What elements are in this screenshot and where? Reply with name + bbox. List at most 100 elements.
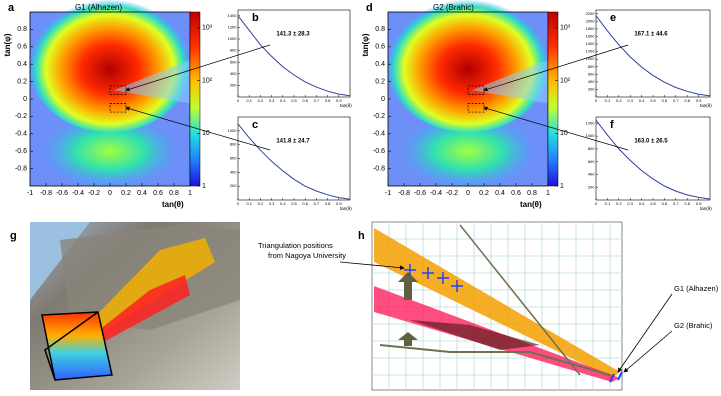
- x-tick-label: 0.7: [314, 98, 320, 103]
- annotation: G1 (Alhazen): [674, 284, 719, 293]
- colorbar-label: 10²: [202, 77, 213, 84]
- x-tick-label: 0.8: [325, 98, 331, 103]
- y-tick-label: 1800: [586, 26, 596, 31]
- x-tick-label: 0: [595, 98, 598, 103]
- annotation: Triangulation positions: [258, 241, 333, 250]
- fit-value: 167.1 ± 44.6: [634, 32, 668, 38]
- x-tick-label: -0.6: [414, 190, 426, 197]
- shadow-wedge: [114, 59, 190, 104]
- x-tick-label: 0.3: [269, 98, 275, 103]
- y-tick-label: 0.6: [375, 44, 385, 51]
- x-tick-label: 0.9: [696, 98, 702, 103]
- y-tick-label: 0.2: [375, 78, 385, 85]
- colorbar-label: 10²: [560, 77, 571, 84]
- x-tick-label: 0.6: [302, 98, 308, 103]
- panel-title: G2 (Brahic): [433, 3, 474, 12]
- x-tick-label: -0.6: [56, 190, 68, 197]
- x-tick-label: 0.6: [302, 201, 308, 206]
- y-axis-label: tan(φ): [3, 33, 12, 56]
- y-tick-label: 800: [588, 146, 595, 151]
- selection-box: [467, 102, 485, 113]
- x-tick-label: 0.8: [527, 190, 537, 197]
- x-tick-label: 0.7: [673, 98, 679, 103]
- x-tick-label: 0.5: [650, 201, 656, 206]
- x-tick-label: 0.7: [673, 201, 679, 206]
- panel-label: b: [252, 12, 259, 24]
- x-tick-label: 0.2: [258, 98, 264, 103]
- colorbar-label: 10³: [202, 25, 213, 32]
- data-line: [595, 15, 711, 97]
- x-tick-label: 0.7: [314, 201, 320, 206]
- x-tick-label: 0: [237, 98, 240, 103]
- y-tick-label: 1000: [228, 36, 238, 41]
- x-tick-label: 0.1: [605, 98, 611, 103]
- y-tick-label: 1400: [228, 13, 238, 18]
- heatmap-lobe: [386, 0, 550, 133]
- y-tick-label: 200: [588, 184, 595, 189]
- panel-label: h: [358, 230, 365, 242]
- panel-label: c: [252, 119, 258, 131]
- x-tick-label: -0.4: [72, 190, 84, 197]
- x-tick-label: 0.3: [627, 201, 633, 206]
- x-tick-label: 1: [546, 190, 550, 197]
- heatmap-lobe: [40, 113, 180, 190]
- x-axis-label: tan(θ): [340, 103, 352, 108]
- x-tick-label: -1: [27, 190, 33, 197]
- x-tick-label: -0.4: [430, 190, 442, 197]
- x-tick-label: 0.2: [616, 98, 622, 103]
- x-tick-label: 0.6: [662, 201, 668, 206]
- y-tick-label: 0.6: [17, 44, 27, 51]
- panel-title: G1 (Alhazen): [75, 3, 122, 12]
- colorbar-label: 10: [202, 130, 210, 137]
- y-tick-label: 0: [23, 96, 27, 103]
- panel-label: g: [10, 230, 17, 242]
- x-tick-label: 0.2: [616, 201, 622, 206]
- x-axis-label: tan(θ): [520, 200, 542, 209]
- x-tick-label: 0.8: [325, 201, 331, 206]
- x-tick-label: 0.9: [336, 201, 342, 206]
- y-tick-label: -0.2: [373, 113, 385, 120]
- heatmap-lobe: [28, 0, 192, 133]
- y-tick-label: 600: [588, 159, 595, 164]
- y-tick-label: -0.6: [15, 148, 27, 155]
- annotation: G2 (Brahic): [674, 321, 713, 330]
- y-tick-label: 1200: [586, 120, 596, 125]
- x-tick-label: -0.8: [398, 190, 410, 197]
- x-tick-label: 0.2: [258, 201, 264, 206]
- x-tick-label: 0.6: [153, 190, 163, 197]
- x-tick-label: -0.8: [40, 190, 52, 197]
- x-tick-label: 1: [188, 190, 192, 197]
- plot-frame: [237, 9, 351, 98]
- y-tick-label: 600: [230, 59, 237, 64]
- fit-value: 141.8 ± 24.7: [276, 139, 310, 145]
- y-tick-label: 2000: [586, 18, 596, 23]
- x-axis-label: tan(θ): [162, 200, 184, 209]
- x-tick-label: 0.5: [650, 98, 656, 103]
- arrow: [483, 44, 629, 92]
- y-tick-label: 0.4: [375, 61, 385, 68]
- y-tick-label: -0.8: [15, 165, 27, 172]
- y-tick-label: 400: [588, 172, 595, 177]
- y-tick-label: 1000: [228, 128, 238, 133]
- colorbar: [189, 11, 201, 187]
- x-tick-label: 0.1: [246, 201, 252, 206]
- x-tick-label: 0: [595, 201, 598, 206]
- panel-label: f: [610, 119, 614, 131]
- x-tick-label: 0: [237, 201, 240, 206]
- arrow: [483, 106, 629, 151]
- x-tick-label: 0.4: [280, 201, 286, 206]
- y-tick-label: 0: [381, 96, 385, 103]
- y-tick-label: 1600: [586, 34, 596, 39]
- y-tick-label: 1200: [586, 49, 596, 54]
- x-tick-label: 0.4: [495, 190, 505, 197]
- y-tick-label: 800: [230, 142, 237, 147]
- y-tick-label: 1000: [586, 133, 596, 138]
- fit-value: 141.3 ± 28.3: [276, 32, 310, 38]
- arrow: [125, 44, 271, 92]
- data-line: [595, 119, 711, 200]
- y-tick-label: 1400: [586, 41, 596, 46]
- selection-box: [109, 102, 127, 113]
- y-tick-label: 0.2: [17, 78, 27, 85]
- x-tick-label: 0.6: [511, 190, 521, 197]
